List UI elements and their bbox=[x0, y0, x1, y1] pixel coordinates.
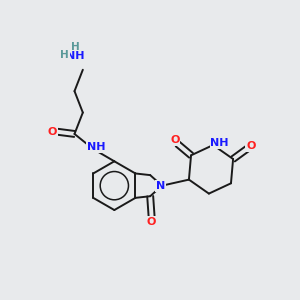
Text: NH: NH bbox=[87, 142, 106, 152]
Text: H: H bbox=[60, 50, 69, 60]
Text: O: O bbox=[147, 217, 156, 227]
Text: H: H bbox=[71, 42, 80, 52]
Text: NH: NH bbox=[66, 51, 85, 62]
Text: NH: NH bbox=[210, 138, 229, 148]
Text: N: N bbox=[156, 181, 165, 191]
Text: O: O bbox=[170, 136, 179, 146]
Text: O: O bbox=[246, 141, 256, 151]
Text: O: O bbox=[48, 127, 57, 136]
